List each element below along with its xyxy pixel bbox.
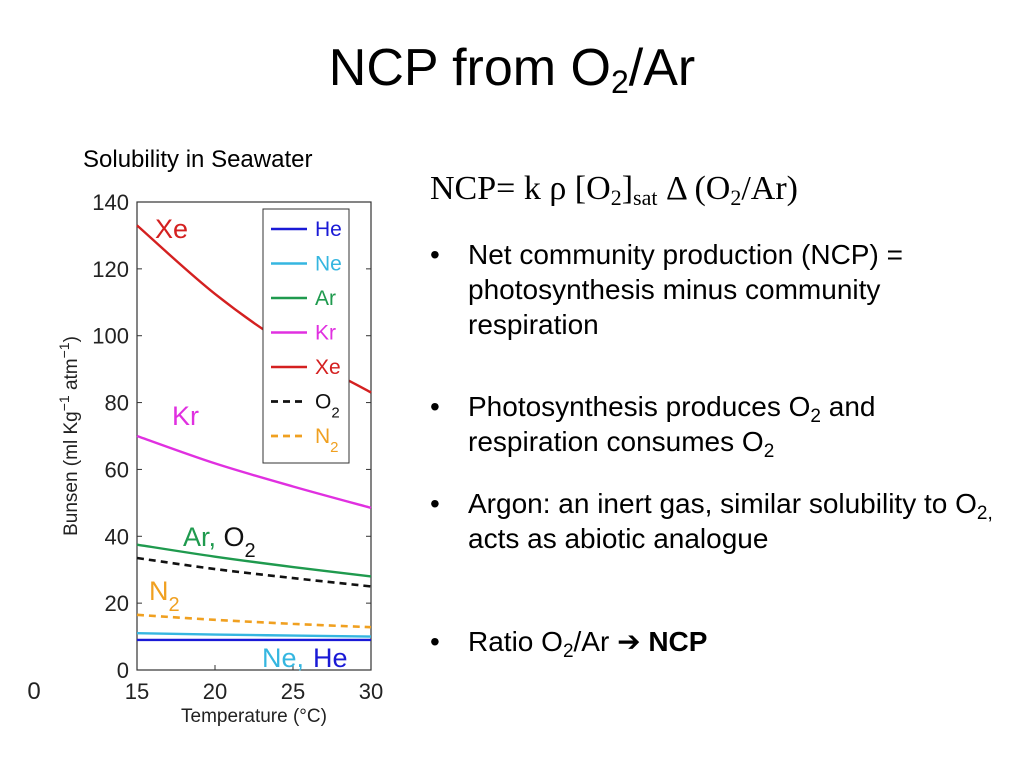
bullet-ratio: • Ratio O2/Ar ➔ NCP: [430, 626, 708, 662]
x-axis-label: Temperature (°C): [181, 706, 327, 727]
series-line-n2: [136, 613, 372, 629]
legend-label-o2: O2: [315, 391, 340, 422]
x-tick-label: 25: [281, 679, 305, 704]
y-tick-label: 120: [92, 257, 129, 282]
annotation-aro: Ar, O2: [183, 522, 256, 562]
x-tick-label: 15: [125, 679, 149, 704]
annotation-kr: Kr: [172, 401, 199, 431]
arrow-icon: ➔: [617, 626, 641, 657]
series-line-ne: [136, 632, 372, 638]
y-tick-label: 40: [105, 524, 129, 549]
bullet-ncp-definition: • Net community production (NCP) = photo…: [430, 239, 903, 340]
chart-heading: Solubility in Seawater: [83, 146, 313, 173]
legend-label-ar: Ar: [315, 287, 336, 310]
legend-box: [262, 208, 350, 464]
legend-label-he: He: [315, 218, 342, 241]
annotation-xe: Xe: [155, 214, 188, 244]
y-axis-label: Bunsen (ml Kg−1 atm−1): [56, 336, 82, 536]
ncp-formula: NCP= k ρ [O2]sat Δ (O2/Ar): [430, 170, 799, 210]
stray-axis-mark: 0: [27, 678, 40, 705]
legend-label-ne: Ne: [315, 253, 342, 276]
series-line-kr: [136, 434, 372, 510]
y-tick-label: 60: [105, 457, 129, 482]
y-tick-label: 20: [105, 591, 129, 616]
bullet-photosynthesis: • Photosynthesis produces O2 and respira…: [430, 391, 876, 462]
x-tick-label: 30: [359, 679, 383, 704]
annotation-n: N2: [149, 576, 180, 616]
legend-label-xe: Xe: [315, 356, 341, 379]
y-tick-label: 80: [105, 391, 129, 416]
legend-label-n2: N2: [315, 425, 339, 456]
annotation-ne: Ne,: [262, 643, 304, 673]
annotation-he: He: [313, 643, 348, 673]
y-tick-label: 100: [92, 324, 129, 349]
x-tick-label: 20: [203, 679, 227, 704]
bullet-argon: • Argon: an inert gas, similar solubilit…: [430, 488, 993, 554]
slide-title: NCP from O2/Ar: [328, 39, 696, 100]
y-tick-label: 140: [92, 190, 129, 215]
series-line-ar: [136, 543, 372, 578]
legend-label-kr: Kr: [315, 322, 336, 345]
y-tick-label: 0: [117, 658, 129, 683]
